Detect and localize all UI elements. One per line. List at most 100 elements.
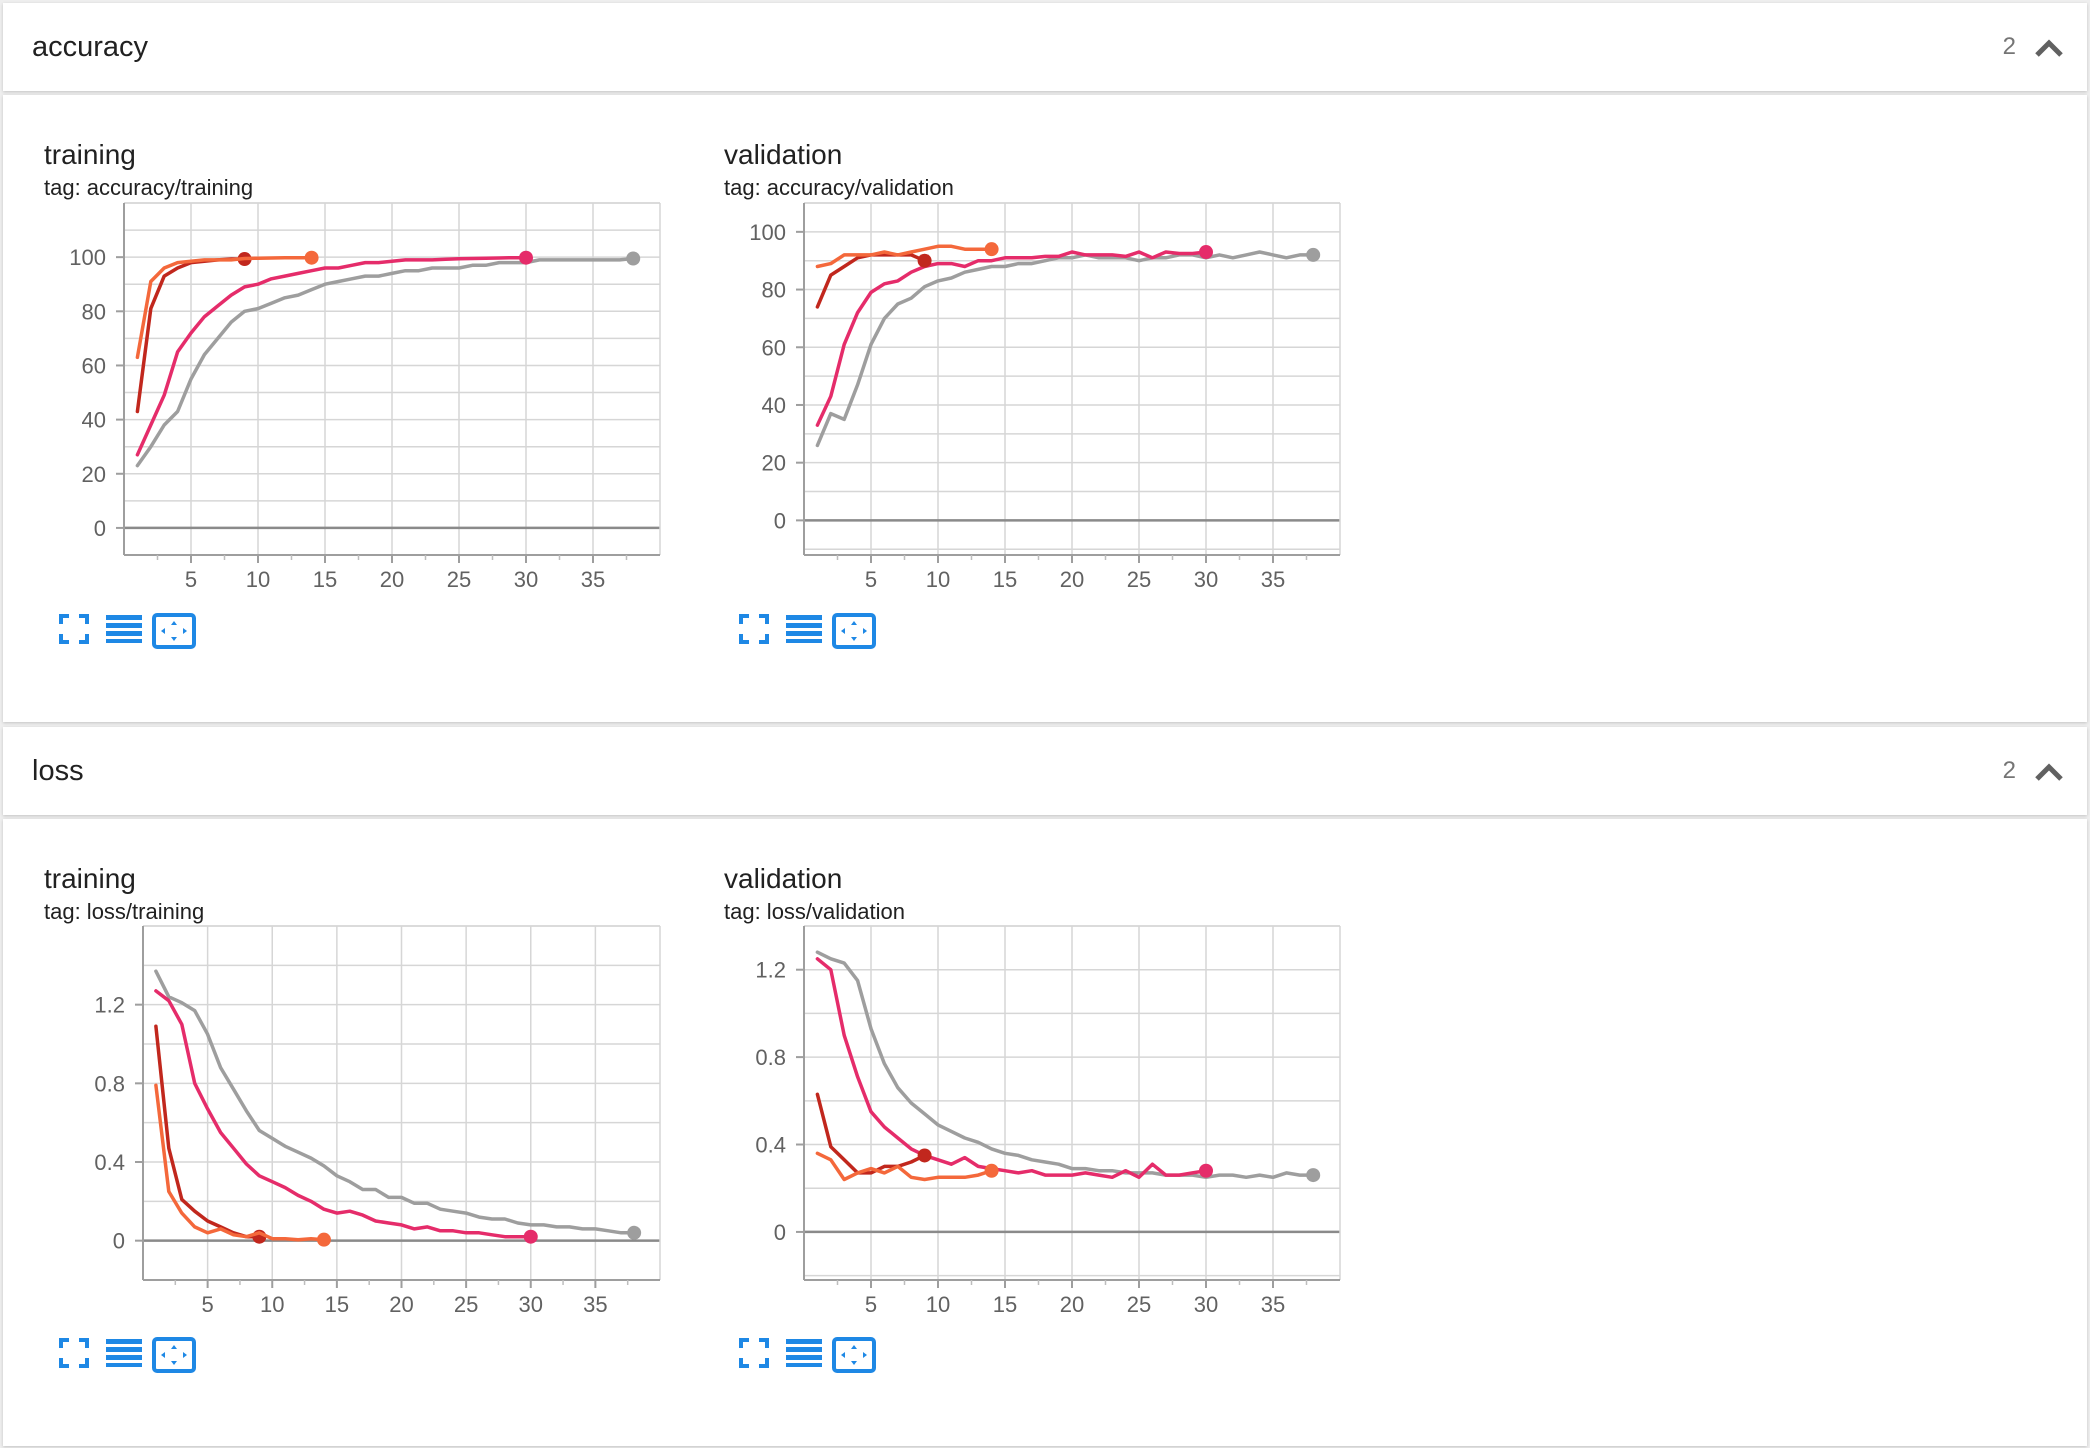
fullscreen-icon[interactable] (58, 613, 90, 645)
series-last-point[interactable] (626, 251, 641, 266)
fullscreen-icon[interactable] (738, 613, 770, 645)
section-header-accuracy[interactable]: accuracy 2 (3, 3, 2087, 91)
fullscreen-icon[interactable] (738, 1337, 770, 1369)
y-tick-label: 0.8 (94, 1071, 125, 1096)
line-chart-loss-training[interactable]: 0 0.4 0.8 1.2 5 10 15 20 25 30 35 (44, 923, 684, 1333)
chart-tag: tag: accuracy/validation (724, 175, 954, 200)
chart-card-loss-training: training tag: loss/training 0 0.4 0.8 1.2 5 1… (44, 863, 684, 1423)
x-tick-label: 5 (202, 1292, 214, 1317)
x-tick-label: 15 (313, 567, 337, 592)
section-header-loss[interactable]: loss 2 (3, 727, 2087, 815)
series-last-point[interactable] (1306, 247, 1321, 262)
x-tick-label: 20 (1060, 567, 1084, 592)
series-last-point[interactable] (304, 250, 319, 265)
x-tick-label: 35 (1261, 567, 1285, 592)
series-line[interactable] (815, 950, 1315, 1180)
line-chart-accuracy-validation[interactable]: 0 20 40 60 80 100 5 10 15 20 25 30 35 (724, 199, 1364, 609)
chart-title: validation (724, 139, 843, 170)
chevron-up-icon[interactable] (2033, 757, 2065, 785)
x-tick-label: 25 (1127, 1292, 1151, 1317)
y-tick-label: 1.2 (755, 958, 786, 983)
series-line[interactable] (815, 1092, 927, 1175)
y-tick-label: 0 (774, 1220, 786, 1245)
data-table-icon[interactable] (104, 613, 144, 645)
series-line[interactable] (815, 957, 1208, 1180)
chart-toolbar (58, 613, 258, 653)
chart-toolbar (58, 1337, 258, 1377)
line-chart-loss-validation[interactable]: 0 0.4 0.8 1.2 5 10 15 20 25 30 35 (724, 923, 1364, 1333)
x-tick-label: 10 (926, 1292, 950, 1317)
fullscreen-icon[interactable] (58, 1337, 90, 1369)
fit-domain-icon[interactable] (832, 1337, 876, 1373)
x-tick-label: 5 (185, 567, 197, 592)
y-tick-label: 20 (762, 451, 786, 476)
section-count-badge: 2 (2002, 757, 2016, 784)
chevron-up-icon[interactable] (2033, 33, 2065, 61)
x-tick-label: 30 (1194, 1292, 1218, 1317)
chart-tag: tag: loss/validation (724, 899, 905, 924)
grid (124, 202, 661, 556)
data-table-icon[interactable] (784, 1337, 824, 1369)
series-line[interactable] (154, 989, 533, 1239)
y-tick-label: 40 (82, 408, 106, 433)
x-tick-label: 15 (993, 567, 1017, 592)
y-tick-label: 0 (94, 516, 106, 541)
chart-card-loss-validation: validation tag: loss/validation 0 0.4 0.8 1… (724, 863, 1364, 1423)
y-tick-label: 60 (762, 335, 786, 360)
data-table-icon[interactable] (784, 613, 824, 645)
y-tick-label: 0 (113, 1229, 125, 1254)
x-tick-label: 20 (380, 567, 404, 592)
chart-title: training (44, 139, 136, 170)
section-body-loss: training tag: loss/training 0 0.4 0.8 1.2 5 1… (3, 819, 2087, 1446)
y-tick-label: 80 (762, 278, 786, 303)
x-tick-label: 30 (519, 1292, 543, 1317)
series-line[interactable] (154, 1083, 326, 1242)
section-body-accuracy: training tag: accuracy/training 0 20 40 60 8… (3, 95, 2087, 722)
grid (804, 925, 1341, 1280)
grid (804, 202, 1341, 555)
series-line[interactable] (815, 244, 994, 269)
series-last-point[interactable] (917, 253, 932, 268)
y-tick-label: 60 (82, 353, 106, 378)
x-tick-label: 30 (1194, 567, 1218, 592)
chart-toolbar (738, 613, 938, 653)
section-count-badge: 2 (2002, 33, 2016, 60)
x-tick-label: 5 (865, 567, 877, 592)
series-last-point[interactable] (1199, 1163, 1213, 1178)
series-line[interactable] (135, 255, 314, 360)
series-line[interactable] (135, 255, 528, 457)
x-tick-label: 35 (583, 1292, 607, 1317)
y-tick-label: 20 (82, 462, 106, 487)
y-tick-label: 1.2 (94, 993, 125, 1018)
chart-title: training (44, 863, 136, 894)
series-last-point[interactable] (1306, 1168, 1321, 1183)
x-tick-label: 20 (389, 1292, 413, 1317)
series-line[interactable] (815, 250, 1315, 448)
x-tick-label: 35 (581, 567, 605, 592)
series-last-point[interactable] (316, 1232, 331, 1247)
chart-card-accuracy-validation: validation tag: accuracy/validation 0 20 4… (724, 139, 1364, 699)
series-last-point[interactable] (1199, 245, 1213, 260)
x-tick-label: 30 (514, 567, 538, 592)
fit-domain-icon[interactable] (832, 613, 876, 649)
x-tick-label: 35 (1261, 1292, 1285, 1317)
series-last-point[interactable] (523, 1229, 538, 1244)
series-line[interactable] (815, 250, 1208, 427)
data-table-icon[interactable] (104, 1337, 144, 1369)
series-last-point[interactable] (984, 242, 999, 257)
series-last-point[interactable] (984, 1163, 999, 1178)
series-line[interactable] (815, 1151, 994, 1182)
chart-toolbar (738, 1337, 938, 1377)
x-tick-label: 25 (447, 567, 471, 592)
line-chart-accuracy-training[interactable]: 0 20 40 60 80 100 5 10 15 20 25 30 35 (44, 199, 684, 609)
chart-tag: tag: loss/training (44, 899, 205, 924)
fit-domain-icon[interactable] (152, 613, 196, 649)
series-line[interactable] (135, 256, 635, 468)
y-tick-label: 40 (762, 393, 786, 418)
fit-domain-icon[interactable] (152, 1337, 196, 1373)
y-tick-label: 0.4 (755, 1133, 786, 1158)
series-last-point[interactable] (627, 1225, 642, 1240)
series-line[interactable] (154, 969, 636, 1235)
series-last-point[interactable] (519, 250, 533, 265)
series-last-point[interactable] (917, 1148, 932, 1163)
